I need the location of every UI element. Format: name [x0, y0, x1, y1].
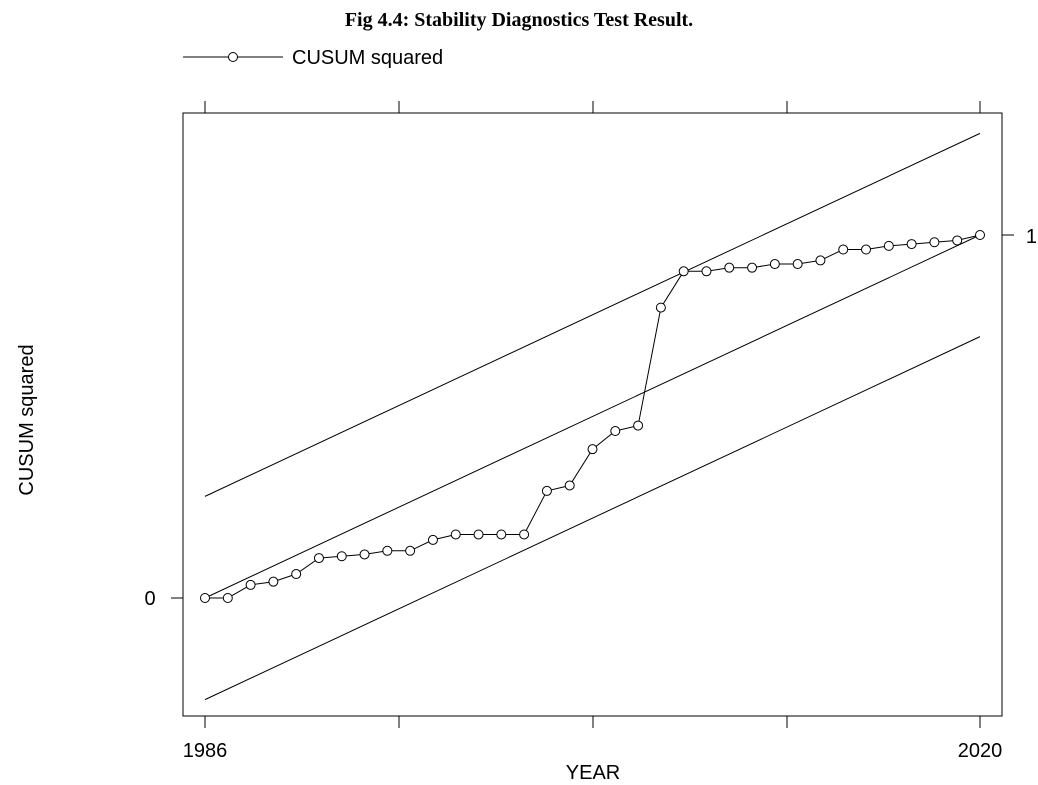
data-point-1995	[405, 545, 416, 556]
data-point-2014	[838, 244, 849, 255]
data-point-2003	[587, 444, 598, 455]
y-axis-label: CUSUM squared	[16, 344, 38, 495]
data-point-2009	[724, 262, 735, 273]
data-point-1992	[336, 551, 347, 562]
y-tick-label-zero: 0	[144, 588, 155, 610]
expected-line	[204, 234, 981, 599]
upper-bound-line	[204, 132, 981, 497]
data-point-2019	[952, 235, 963, 246]
data-point-2008	[701, 266, 712, 277]
data-point-1994	[382, 545, 393, 556]
data-point-2012	[792, 259, 803, 270]
data-point-1993	[359, 549, 370, 560]
data-point-1997	[450, 529, 461, 540]
y-tick-label-one: 1	[1026, 226, 1037, 248]
chart-title: Fig 4.4: Stability Diagnostics Test Resu…	[345, 9, 693, 31]
data-point-1989	[268, 576, 279, 587]
lower-bound-line	[204, 336, 981, 701]
legend-marker	[228, 52, 238, 62]
data-point-2017	[906, 239, 917, 250]
data-point-2004	[610, 426, 621, 437]
data-point-2016	[883, 240, 894, 251]
data-point-1990	[291, 569, 302, 580]
legend: CUSUM squared	[183, 47, 443, 69]
data-point-2010	[747, 262, 758, 273]
data-point-2007	[678, 266, 689, 277]
data-point-1986	[200, 593, 210, 603]
x-tick-label-last: 2020	[958, 740, 1003, 762]
data-point-1991	[313, 553, 324, 564]
legend-label: CUSUM squared	[292, 47, 443, 69]
data-point-1999	[496, 529, 507, 540]
data-point-2001	[541, 485, 552, 496]
data-point-2015	[861, 244, 872, 255]
data-point-2013	[815, 255, 826, 266]
data-point-2005	[633, 420, 644, 431]
data-point-2020	[975, 230, 985, 240]
data-point-1987	[222, 593, 233, 603]
plot-frame	[182, 112, 1003, 717]
data-point-2011	[769, 259, 780, 270]
data-point-2006	[655, 302, 666, 313]
x-axis-label: YEAR	[566, 762, 620, 780]
axis-ticks	[171, 101, 1014, 728]
data-point-1996	[427, 534, 438, 545]
data-point-2002	[564, 480, 575, 491]
data-point-2000	[519, 529, 530, 540]
x-tick-label-first: 1986	[183, 740, 228, 762]
data-point-1988	[245, 579, 256, 590]
plot-area	[200, 132, 985, 701]
data-point-1998	[473, 529, 484, 540]
data-point-2018	[929, 237, 940, 248]
